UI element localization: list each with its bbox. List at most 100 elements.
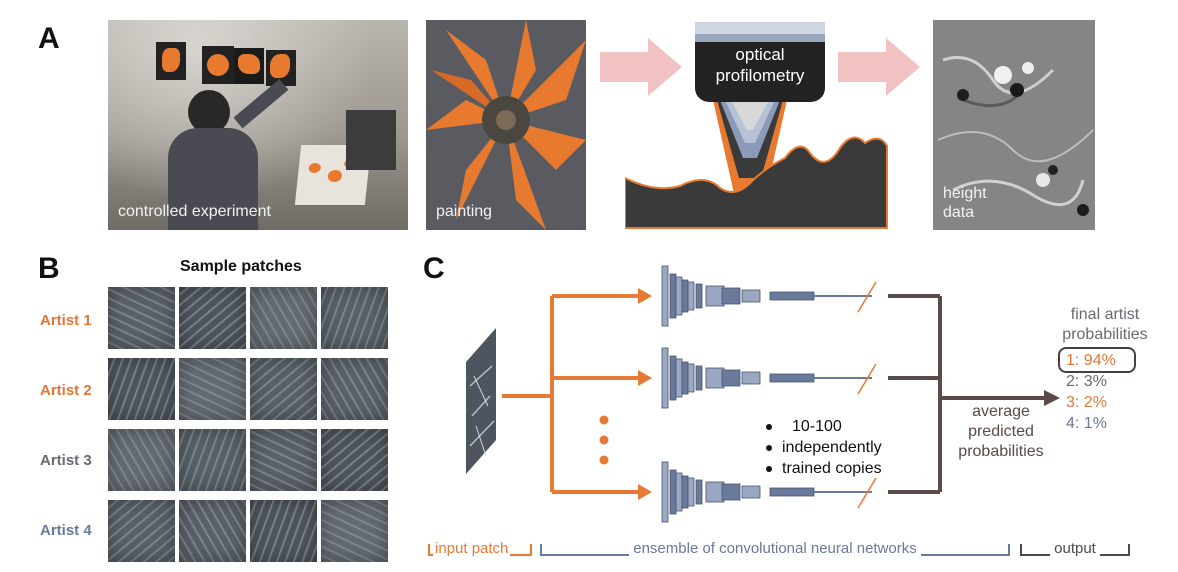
bullet-text: 10-100 <box>792 418 842 435</box>
cnn-layer <box>741 289 761 303</box>
cnn-layer <box>661 461 669 523</box>
profilometry-label-line2: profilometry <box>715 66 805 85</box>
cnn-layer <box>741 485 761 499</box>
cnn-layer <box>741 371 761 385</box>
sample-patch <box>179 287 246 349</box>
cnn-layer <box>669 273 677 319</box>
cnn-layer <box>675 276 683 316</box>
bullet-item: trained copies <box>766 458 882 479</box>
cnn-layer <box>669 355 677 401</box>
cnn-layer <box>675 472 683 512</box>
input-patch-image <box>466 328 496 474</box>
cnn-layer <box>681 475 689 509</box>
output-label: output <box>1020 540 1130 557</box>
artist-4-label: Artist 4 <box>40 522 92 539</box>
cnn-network <box>661 265 877 327</box>
sample-patch <box>250 287 317 349</box>
sample-patch <box>321 429 388 491</box>
artist-3-label: Artist 3 <box>40 452 92 469</box>
result-artist-1: 1: 94% <box>1066 352 1116 369</box>
cnn-layer <box>721 287 741 305</box>
height-data-photo: height data <box>933 20 1095 230</box>
panel-a-letter: A <box>38 22 60 55</box>
cnn-layer <box>721 483 741 501</box>
cnn-network <box>661 347 877 409</box>
cnn-break-mark <box>857 281 877 313</box>
cnn-layer <box>687 477 695 507</box>
profilometry-label: optical profilometry <box>695 44 825 86</box>
cnn-break-mark <box>857 477 877 509</box>
bullet-text: trained copies <box>782 460 882 477</box>
cnn-layer <box>769 373 815 383</box>
photo1-caption: controlled experiment <box>118 203 271 220</box>
ensemble-diagram <box>502 288 1060 500</box>
artist-2-label: Artist 2 <box>40 382 92 399</box>
average-label: average predicted probabilities <box>946 402 1056 462</box>
cnn-layer <box>695 479 703 505</box>
cnn-layer <box>769 487 815 497</box>
output-label-text: output <box>1050 540 1100 557</box>
sample-patch <box>179 358 246 420</box>
cnn-layer <box>705 285 725 307</box>
cnn-layer <box>705 481 725 503</box>
photo3-caption-line2: data <box>943 204 975 221</box>
cnn-layer <box>681 279 689 313</box>
cnn-layer <box>675 358 683 398</box>
cnn-layer <box>669 469 677 515</box>
average-line2: predicted <box>968 423 1034 440</box>
bullet-text: independently <box>782 439 882 456</box>
average-line1: average <box>972 403 1030 420</box>
result-artist-3: 3: 2% <box>1066 394 1107 411</box>
artist-1-label: Artist 1 <box>40 312 92 329</box>
result-artist-2: 2: 3% <box>1066 373 1107 390</box>
photo2-caption: painting <box>436 203 493 220</box>
sample-patch <box>179 429 246 491</box>
cnn-layer <box>705 367 725 389</box>
results-list: 1: 94% 2: 3% 3: 2% 4: 1% <box>1066 350 1116 434</box>
result-artist-4: 4: 1% <box>1066 415 1107 432</box>
sample-patches-grid <box>108 287 392 567</box>
cnn-network <box>661 461 877 523</box>
sample-patch <box>321 358 388 420</box>
sample-patch <box>250 358 317 420</box>
profilometry-label-line1: optical <box>735 45 785 64</box>
bullet-item: independently <box>766 437 882 458</box>
final-line1: final artist <box>1070 306 1140 323</box>
pink-arrow-2 <box>838 38 920 96</box>
sample-patch <box>108 500 175 562</box>
ensemble-bullets: 10-100 independently trained copies <box>766 416 882 479</box>
photo3-caption: height data <box>943 184 987 222</box>
sample-patch <box>321 500 388 562</box>
wall-painting <box>156 42 186 80</box>
wall-painting <box>234 48 264 84</box>
height-map <box>933 20 1095 230</box>
cnn-layer <box>687 281 695 311</box>
panel-b-letter: B <box>38 252 60 285</box>
photo3-caption-line1: height <box>943 185 987 202</box>
cnn-layer <box>695 365 703 391</box>
controlled-experiment-photo: controlled experiment <box>108 20 408 230</box>
cnn-layer <box>769 291 815 301</box>
artist-body <box>168 128 258 230</box>
cnn-layer <box>687 363 695 393</box>
bullet-item: 10-100 <box>766 416 882 437</box>
panel-c-letter: C <box>423 252 445 285</box>
cnn-layer <box>661 265 669 327</box>
final-line2: probabilities <box>1062 326 1148 343</box>
sample-patches-title: Sample patches <box>180 258 302 275</box>
input-patch-label: input patch <box>433 540 511 557</box>
cnn-layer <box>721 369 741 387</box>
wall-painting <box>202 46 234 84</box>
ensemble-label: ensemble of convolutional neural network… <box>540 540 1010 557</box>
average-line3: probabilities <box>958 443 1044 460</box>
top-result-box <box>1058 347 1136 373</box>
final-probabilities-title: final artist probabilities <box>1036 305 1174 345</box>
cnn-layer <box>681 361 689 395</box>
flower-painting <box>426 20 586 230</box>
sample-patch <box>108 287 175 349</box>
side-painting <box>346 110 396 170</box>
sample-patch <box>250 500 317 562</box>
painting-photo: painting <box>426 20 586 230</box>
cnn-layer <box>695 283 703 309</box>
sample-patch <box>108 358 175 420</box>
